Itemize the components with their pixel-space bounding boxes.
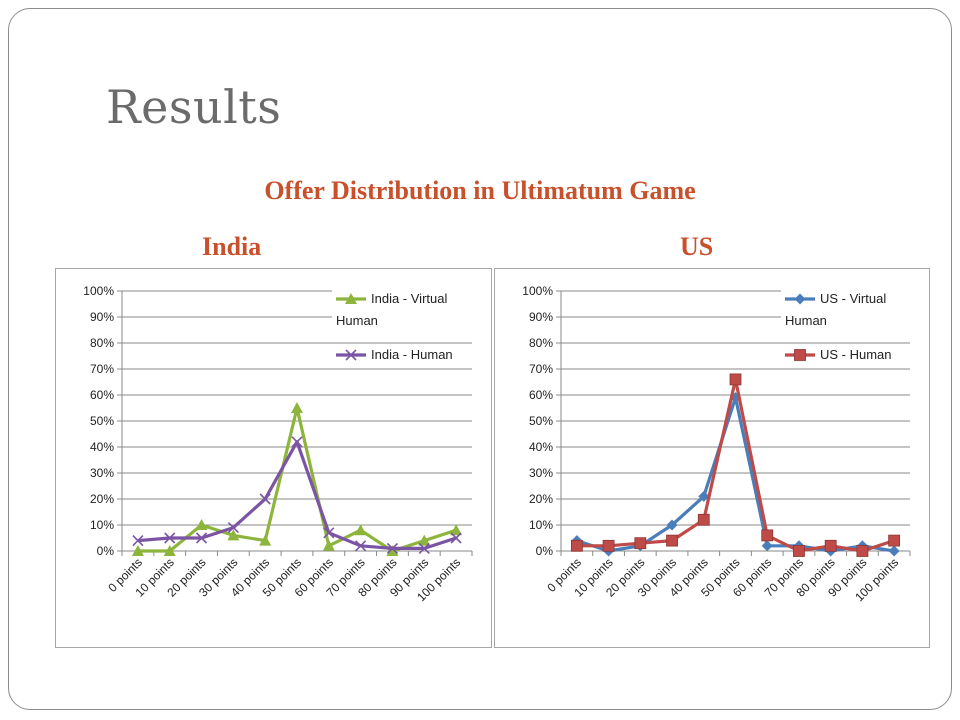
data-point bbox=[163, 545, 176, 556]
y-tick-label: 30% bbox=[529, 466, 553, 480]
legend-label: Human bbox=[336, 313, 378, 328]
y-tick-label: 50% bbox=[529, 414, 553, 428]
data-point bbox=[450, 532, 462, 544]
data-point bbox=[259, 493, 271, 505]
data-point bbox=[227, 522, 239, 534]
data-point bbox=[323, 527, 335, 539]
data-point bbox=[227, 529, 240, 541]
y-tick-label: 0% bbox=[97, 544, 115, 558]
series-india-virtual-human bbox=[131, 402, 463, 556]
slide-title: Results bbox=[106, 80, 282, 134]
y-tick-label: 10% bbox=[90, 518, 114, 532]
us-chart: 0% 10% 20% 30% 40% 50% 60% 70% 80% 90% 100% 0 point… bbox=[494, 268, 930, 648]
y-tick-label: 80% bbox=[529, 336, 553, 350]
data-point bbox=[761, 540, 773, 552]
legend-bg bbox=[781, 289, 921, 327]
data-point bbox=[195, 532, 208, 544]
legend-entry: US - Virtual Human bbox=[781, 289, 921, 328]
legend-marker bbox=[345, 349, 357, 361]
legend-label: US - Human bbox=[820, 347, 892, 362]
series-line bbox=[137, 440, 457, 550]
legend-marker bbox=[794, 349, 806, 361]
data-point bbox=[666, 534, 678, 547]
y-tick-label: 60% bbox=[90, 388, 114, 402]
y-axis: 0% 10% 20% 30% 40% 50% 60% 70% 80% 90% 100% bbox=[83, 284, 123, 558]
y-tick-label: 40% bbox=[90, 440, 114, 454]
data-point bbox=[856, 545, 869, 557]
data-point bbox=[131, 545, 144, 556]
y-tick-label: 20% bbox=[90, 492, 114, 506]
data-point bbox=[291, 436, 303, 448]
legend-entry: India - Human bbox=[332, 345, 472, 365]
legend-bg bbox=[781, 345, 921, 365]
y-tick-label: 90% bbox=[90, 310, 114, 324]
data-point bbox=[793, 545, 805, 557]
india-label: India bbox=[202, 232, 262, 261]
data-point bbox=[888, 534, 901, 547]
data-point bbox=[164, 532, 176, 544]
data-point bbox=[418, 542, 430, 554]
data-point bbox=[132, 535, 144, 547]
gridlines bbox=[122, 290, 472, 552]
y-tick-label: 70% bbox=[529, 362, 553, 376]
data-point bbox=[354, 524, 367, 536]
legend-bg bbox=[332, 345, 472, 365]
y-tick-label: 60% bbox=[529, 388, 553, 402]
y-axis: 0% 10% 20% 30% 40% 50% 60% 70% 80% 90% 100% bbox=[522, 284, 562, 558]
legend-label: India - Human bbox=[371, 347, 453, 362]
series-us-virtual-human bbox=[571, 392, 900, 557]
y-tick-label: 0% bbox=[536, 544, 554, 558]
data-point bbox=[824, 539, 837, 552]
y-tick-label: 70% bbox=[90, 362, 114, 376]
data-point bbox=[386, 545, 399, 556]
data-point bbox=[322, 539, 335, 551]
data-point bbox=[195, 519, 208, 530]
data-point bbox=[666, 519, 678, 531]
data-point bbox=[602, 539, 615, 552]
y-tick-label: 100% bbox=[522, 284, 553, 298]
series-india-human bbox=[132, 436, 462, 554]
data-point bbox=[570, 539, 583, 552]
india-chart-svg: 0% 10% 20% 30% 40% 50% 60% 70% 80% 90% 100% 0 point… bbox=[83, 284, 473, 604]
legend-label: India - Virtual bbox=[371, 291, 447, 306]
series-line bbox=[137, 406, 457, 553]
us-label: US bbox=[680, 232, 714, 261]
chart-heading: Offer Distribution in Ultimatum Game bbox=[264, 176, 696, 205]
legend-marker bbox=[794, 293, 806, 305]
y-tick-label: 30% bbox=[90, 466, 114, 480]
data-point bbox=[386, 542, 399, 554]
data-point bbox=[761, 529, 774, 542]
legend-marker bbox=[345, 293, 357, 304]
legend-entry: India - Virtual Human bbox=[332, 289, 472, 328]
data-point bbox=[259, 534, 272, 546]
legend-label: US - Virtual bbox=[820, 291, 886, 306]
data-point bbox=[355, 540, 367, 552]
legend-entry: US - Human bbox=[781, 345, 921, 365]
data-point bbox=[729, 373, 742, 386]
y-tick-label: 20% bbox=[529, 492, 553, 506]
y-tick-label: 10% bbox=[529, 518, 553, 532]
y-tick-label: 50% bbox=[90, 414, 114, 428]
data-point bbox=[291, 402, 303, 413]
data-point bbox=[698, 490, 710, 502]
y-tick-label: 80% bbox=[90, 336, 114, 350]
data-point bbox=[450, 524, 463, 536]
y-tick-label: 90% bbox=[529, 310, 553, 324]
y-tick-label: 100% bbox=[83, 284, 114, 298]
legend-bg bbox=[332, 289, 472, 327]
data-point bbox=[697, 513, 710, 526]
y-tick-label: 40% bbox=[529, 440, 553, 454]
gridlines bbox=[561, 290, 910, 552]
legend-label: Human bbox=[785, 313, 827, 328]
data-point bbox=[418, 534, 431, 546]
data-point bbox=[888, 545, 900, 557]
us-chart-svg: 0% 10% 20% 30% 40% 50% 60% 70% 80% 90% 100% 0 point… bbox=[522, 284, 921, 604]
india-chart: 0% 10% 20% 30% 40% 50% 60% 70% 80% 90% 100% 0 point… bbox=[55, 268, 492, 648]
data-point bbox=[634, 537, 647, 550]
series-us-human bbox=[570, 373, 901, 557]
